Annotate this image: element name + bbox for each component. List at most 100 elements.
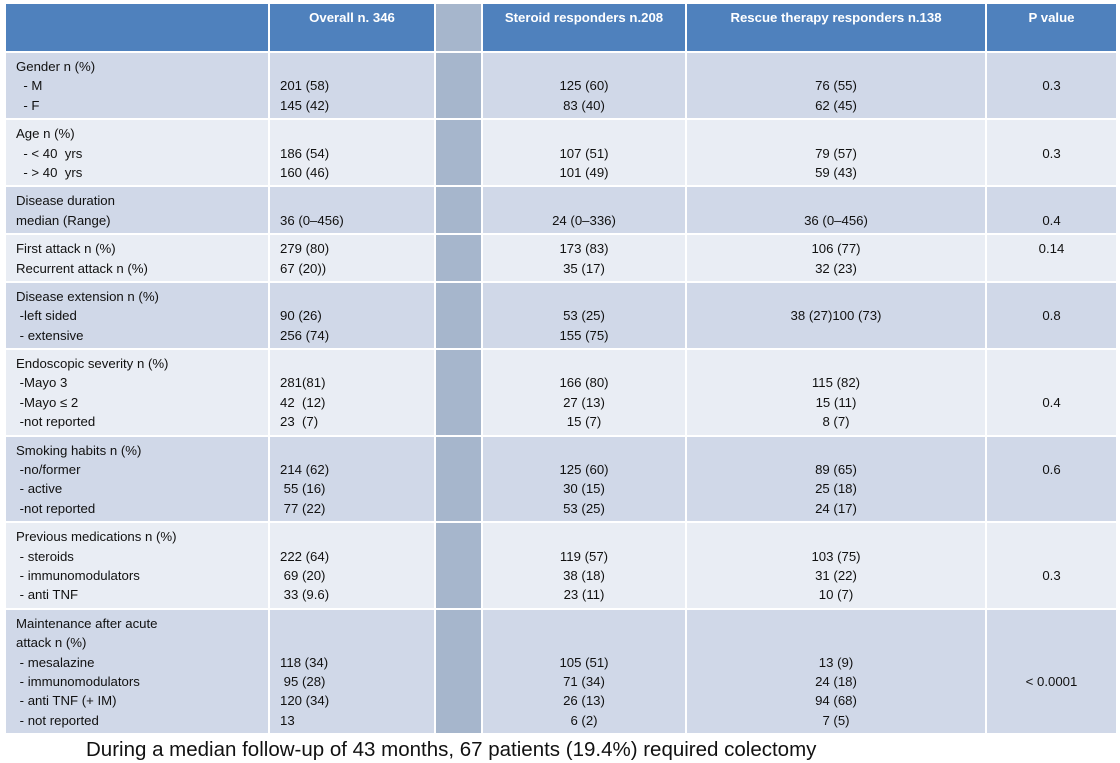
cell-line: 201 (58) [280, 78, 330, 94]
cell-line [997, 259, 1106, 278]
cell-line [997, 326, 1106, 345]
cell-line: 24 (18) [815, 673, 857, 689]
cell-line: 15 (11) [815, 394, 857, 410]
cell-p-value: 0.3 [985, 118, 1118, 188]
cell-overall: 90 (26) 256 (74) [268, 280, 436, 351]
header-steroid-responders: Steroid responders n.208 [481, 2, 687, 53]
cell-line: Smoking habits n (%) [16, 442, 142, 458]
cell-line: 23 (11) [563, 587, 605, 603]
cell-line: 32 (23) [815, 260, 857, 276]
table-row: Endoscopic severity n (%) -Mayo 3 -Mayo … [4, 348, 1118, 437]
cell-line: - F [16, 97, 40, 113]
cell-line: 89 (65) [815, 462, 857, 478]
header-gap [434, 2, 483, 53]
cell-rescue: 79 (57) 59 (43) [685, 118, 987, 188]
cell-line: Gender n (%) [16, 59, 96, 74]
cell-line: 103 (75) [811, 548, 861, 564]
cell-label: Endoscopic severity n (%) -Mayo 3 -Mayo … [4, 348, 270, 437]
cell-line: 6 (2) [570, 712, 598, 728]
cell-line [697, 57, 975, 76]
cell-line [697, 124, 975, 143]
cell-line: Maintenance after acute [16, 615, 158, 631]
cell-line: 0.3 [1042, 78, 1061, 94]
cell-overall: 281(81) 42 (12) 23 (7) [268, 348, 436, 437]
cell-line: -not reported [16, 500, 96, 516]
cell-steroid: 125 (60) 83 (40) [481, 50, 687, 121]
cell-line [697, 191, 975, 210]
cell-line [997, 653, 1106, 672]
cell-line: 0.3 [1042, 145, 1061, 161]
cell-steroid: 119 (57) 38 (18) 23 (11) [481, 521, 687, 610]
cell-line [997, 691, 1106, 710]
cell-line [493, 124, 675, 143]
cell-label: Age n (%) - < 40 yrs - > 40 yrs [4, 118, 270, 188]
cell-gap [434, 348, 483, 437]
cell-p-value: 0.3 [985, 521, 1118, 610]
cell-line: 281(81) [280, 375, 326, 391]
cell-gap [434, 521, 483, 610]
cell-line [697, 287, 975, 306]
cell-p-value: 0.14 [985, 233, 1118, 283]
cell-line: 105 (51) [559, 654, 609, 670]
cell-steroid: 125 (60) 30 (15) 53 (25) [481, 434, 687, 524]
cell-gap [434, 233, 483, 283]
cell-rescue: 13 (9) 24 (18) 94 (68) 7 (5) [685, 607, 987, 736]
cell-p-value: 0.4 [985, 185, 1118, 236]
cell-line: 13 (9) [818, 654, 854, 670]
cell-p-value: 0.6 [985, 434, 1118, 524]
cell-line: 42 (12) [280, 394, 326, 410]
cell-line: 0.3 [1042, 567, 1061, 583]
cell-line: 83 (40) [563, 97, 605, 113]
cell-line: Endoscopic severity n (%) [16, 356, 169, 372]
cell-steroid: 105 (51) 71 (34) 26 (13) 6 (2) [481, 607, 687, 736]
cell-rescue: 89 (65) 25 (18) 24 (17) [685, 434, 987, 524]
cell-p-value: 0.3 [985, 50, 1118, 121]
cell-line: 23 (7) [280, 414, 319, 430]
cell-line [997, 191, 1106, 210]
cell-line: 0.8 [1042, 308, 1061, 324]
cell-line: -Mayo 3 [16, 375, 68, 391]
cell-line [493, 441, 675, 460]
cell-overall: 214 (62) 55 (16) 77 (22) [268, 434, 436, 524]
cell-line: 90 (26) [280, 308, 322, 324]
cell-rescue: 38 (27)100 (73) [685, 280, 987, 351]
cell-line: Recurrent attack n (%) [16, 260, 148, 276]
cell-line: 62 (45) [815, 97, 857, 113]
cell-line: 115 (82) [811, 375, 861, 391]
cell-line [697, 326, 975, 345]
cell-line: - steroids [16, 548, 74, 564]
cell-line: 36 (0–456) [280, 212, 344, 228]
cell-line: - immunomodulators [16, 673, 140, 689]
table-row: First attack n (%) Recurrent attack n (%)… [4, 233, 1118, 283]
cell-line [493, 191, 675, 210]
cell-line: 53 (25) [563, 308, 605, 324]
table-row: Disease duration median (Range) 36 (0–456)… [4, 185, 1118, 236]
cell-line [493, 57, 675, 76]
cell-gap [434, 434, 483, 524]
footer-note: During a median follow-up of 43 months, … [86, 738, 817, 761]
cell-line: -not reported [16, 414, 96, 430]
cell-line: 30 (15) [563, 481, 605, 497]
cell-line: - < 40 yrs [16, 145, 83, 161]
cell-line [997, 163, 1106, 182]
cell-line: Disease extension n (%) [16, 288, 159, 304]
cell-line [997, 527, 1106, 546]
cell-line: 125 (60) [559, 462, 609, 478]
cell-line: 279 (80) [280, 241, 330, 257]
cell-rescue: 106 (77) 32 (23) [685, 233, 987, 283]
cell-line: 33 (9.6) [280, 587, 330, 603]
cell-line: 10 (7) [818, 587, 854, 603]
cell-line: 214 (62) [280, 462, 330, 478]
cell-line: 186 (54) [280, 145, 330, 161]
cell-line: First attack n (%) [16, 241, 116, 257]
cell-line: 222 (64) [280, 548, 330, 564]
cell-line: - anti TNF (+ IM) [16, 693, 117, 709]
cell-line: 155 (75) [559, 327, 609, 343]
cell-line: 7 (5) [822, 712, 850, 728]
table-row: Previous medications n (%) - steroids - … [4, 521, 1118, 610]
cell-line: - > 40 yrs [16, 164, 83, 180]
cell-line [997, 585, 1106, 604]
table-row: Disease extension n (%) -left sided - ex… [4, 280, 1118, 351]
cell-line [280, 614, 424, 633]
cell-line: 120 (34) [280, 693, 330, 709]
